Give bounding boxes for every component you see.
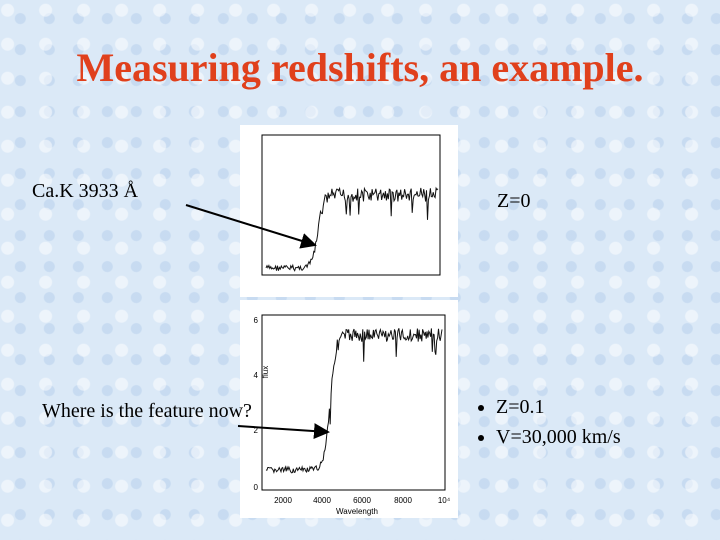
arrow [185,204,317,249]
upper-plot-bg [240,125,458,297]
x-tick-label: 2000 [274,496,292,505]
upper-plot-frame [261,134,441,276]
bullet: Z=0.1 [496,392,621,422]
x-tick-label: 10⁴ [438,496,451,505]
y-tick-label: 4 [254,371,259,380]
label: Ca.K 3933 Å [32,180,139,202]
x-tick-label: 6000 [353,496,371,505]
upper-spectrum [265,186,439,272]
y-tick-label: 2 [254,426,259,435]
x-tick-label: 4000 [313,496,331,505]
x-tick-label: 8000 [394,496,412,505]
arrow [237,423,330,440]
x-axis-label: Wavelength [336,507,378,516]
label: Where is the feature now? [42,400,252,422]
lower-plot-frame [261,314,446,491]
label: Z=0 [497,190,531,212]
bullet-list: Z=0.1 V=30,000 km/s [478,392,621,452]
lower-spectrum [265,327,443,474]
slide-title: Measuring redshifts, an example. [76,45,644,90]
bullet: V=30,000 km/s [496,422,621,452]
y-tick-label: 6 [254,316,259,325]
y-tick-label: 0 [254,483,259,492]
y-axis-label: flux [261,366,270,378]
